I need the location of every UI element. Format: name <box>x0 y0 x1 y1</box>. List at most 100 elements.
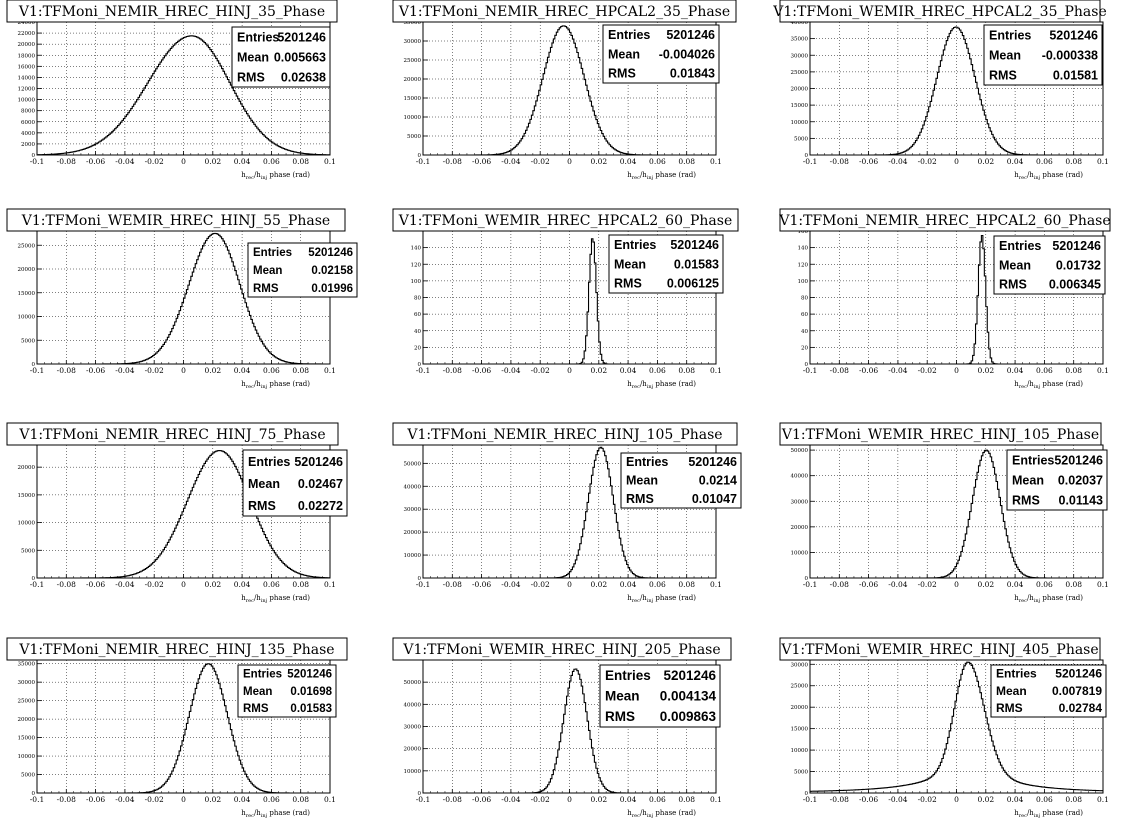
title-box <box>392 422 738 446</box>
x-tick-label: -0.1 <box>803 157 817 166</box>
y-tick-label: 20000 <box>404 747 422 753</box>
histogram-curve <box>423 238 716 365</box>
stat-rms-value: 0.02784 <box>1059 701 1103 715</box>
stat-mean-value: 0.0214 <box>699 474 737 488</box>
y-tick-label: 25000 <box>791 70 809 76</box>
stat-rms-label: RMS <box>996 701 1023 715</box>
x-tick-label: 0.04 <box>1007 580 1024 589</box>
x-tick-label: 0.02 <box>204 580 221 589</box>
stat-rms-value: 0.01996 <box>311 283 353 295</box>
x-tick-label: -0.08 <box>830 795 849 804</box>
y-tick-label: 30000 <box>791 53 809 59</box>
y-tick-label: 0 <box>805 576 809 582</box>
stat-rms-label: RMS <box>237 70 265 84</box>
x-tick-label: -0.06 <box>86 366 105 375</box>
y-tick-label: 0 <box>32 362 36 368</box>
stat-mean-label: Mean <box>999 258 1031 272</box>
x-tick-label: -0.02 <box>531 157 550 166</box>
histogram-panel: -0.1 -0.08 -0.06 -0.04 -0.02 0 0.02 0.04 0.06 0.0… <box>6 422 348 604</box>
stats-box <box>242 449 348 517</box>
x-tick-label: 0.02 <box>204 795 221 804</box>
x-tick-label: -0.06 <box>86 580 105 589</box>
y-tick-label: 40 <box>414 329 421 335</box>
histogram-panel: -0.1 -0.08 -0.06 -0.04 -0.02 0 0.02 0.04 0.06 0.0… <box>6 637 348 819</box>
x-tick-label: -0.06 <box>859 795 878 804</box>
stat-rms-label: RMS <box>614 277 642 291</box>
x-tick-label: -0.02 <box>918 366 937 375</box>
stat-mean-value: 0.02037 <box>1058 473 1103 487</box>
x-tick-label: -0.02 <box>918 157 937 166</box>
title-box <box>392 208 739 232</box>
stat-mean-value: -0.000338 <box>1042 48 1098 62</box>
stat-rms-label: RMS <box>1012 493 1040 507</box>
x-tick-label: 0.04 <box>234 157 251 166</box>
y-tick-label: 25000 <box>791 684 809 690</box>
title-box <box>779 637 1101 661</box>
title-box <box>779 208 1111 232</box>
y-tick-label: 0 <box>805 362 809 368</box>
x-axis-label: hrec/hinj phase (rad) <box>1014 809 1083 819</box>
x-tick-label: -0.06 <box>86 157 105 166</box>
x-tick-label: 0.06 <box>263 580 280 589</box>
stat-mean-value: 0.02467 <box>298 477 343 491</box>
y-tick-label: 20000 <box>18 267 36 273</box>
stat-entries-label: Entries <box>614 238 656 252</box>
x-tick-label: 0.04 <box>234 580 251 589</box>
x-tick-label: -0.08 <box>830 366 849 375</box>
chart-title: V1:TFMoni_WEMIR_HREC_HINJ_55_Phase <box>21 213 330 229</box>
histogram-panel: -0.1 -0.08 -0.06 -0.04 -0.02 0 0.02 0.04 0.06 0.0… <box>392 208 739 390</box>
stat-rms-label: RMS <box>253 283 279 295</box>
y-tick-label: 15000 <box>791 727 809 733</box>
x-tick-label: 0.08 <box>678 366 695 375</box>
stat-entries-value: 5201246 <box>1055 666 1102 680</box>
x-tick-label: 0.04 <box>620 795 637 804</box>
chart-title: V1:TFMoni_NEMIR_HREC_HINJ_105_Phase <box>406 427 722 443</box>
x-axis-label: hrec/hinj phase (rad) <box>627 594 696 604</box>
x-tick-label: 0.06 <box>649 366 666 375</box>
histogram-panel: -0.1 -0.08 -0.06 -0.04 -0.02 0 0.02 0.04 0.06 0.0… <box>392 0 737 181</box>
stat-entries-value: 5201246 <box>1054 453 1103 467</box>
y-tick-label: 80 <box>414 296 421 302</box>
x-tick-label: -0.08 <box>443 366 462 375</box>
stat-mean-label: Mean <box>243 686 272 698</box>
title-box <box>392 637 732 661</box>
stat-mean-value: 0.004134 <box>660 689 717 704</box>
x-tick-label: 0 <box>954 366 959 375</box>
x-tick-label: -0.04 <box>888 366 907 375</box>
stat-mean-label: Mean <box>626 474 658 488</box>
x-tick-label: 0.1 <box>1097 157 1109 166</box>
y-tick-label: 0 <box>418 576 422 582</box>
y-tick-label: 20000 <box>18 717 36 723</box>
stats-box <box>990 664 1107 718</box>
x-tick-label: 0 <box>181 366 186 375</box>
y-tick-label: 15000 <box>18 493 36 499</box>
x-tick-label: 0.08 <box>1065 795 1082 804</box>
y-tick-label: 5000 <box>21 338 35 344</box>
y-tick-label: 35000 <box>791 37 809 43</box>
y-tick-label: 10000 <box>791 120 809 126</box>
title-box <box>6 637 348 661</box>
histogram-panel: -0.1 -0.08 -0.06 -0.04 -0.02 0 0.02 0.04 0.06 0.0… <box>6 208 358 390</box>
stat-entries-value: 5201246 <box>277 30 326 44</box>
y-tick-label: 8000 <box>21 109 35 115</box>
y-tick-label: 40000 <box>791 20 809 26</box>
y-tick-label: 20000 <box>791 87 809 93</box>
y-tick-label: 15000 <box>791 103 809 109</box>
y-tick-label: 0 <box>805 153 809 159</box>
chart-title: V1:TFMoni_WEMIR_HREC_HINJ_405_Phase <box>780 642 1098 658</box>
x-axis-label: hrec/hinj phase (rad) <box>1014 380 1083 390</box>
x-tick-label: -0.06 <box>859 366 878 375</box>
title-box <box>779 0 1101 23</box>
y-tick-label: 5000 <box>794 136 808 142</box>
x-tick-label: -0.06 <box>86 795 105 804</box>
y-tick-label: 25000 <box>18 243 36 249</box>
stat-mean-value: 0.02158 <box>311 265 353 277</box>
x-tick-label: -0.06 <box>472 795 491 804</box>
x-tick-label: 0.08 <box>678 795 695 804</box>
x-tick-label: 0.08 <box>292 366 309 375</box>
y-tick-label: 30000 <box>404 725 422 731</box>
stat-entries-value: 5201246 <box>1052 239 1101 253</box>
y-tick-label: 16000 <box>18 64 36 70</box>
x-tick-label: -0.02 <box>531 795 550 804</box>
x-tick-label: 0 <box>181 795 186 804</box>
